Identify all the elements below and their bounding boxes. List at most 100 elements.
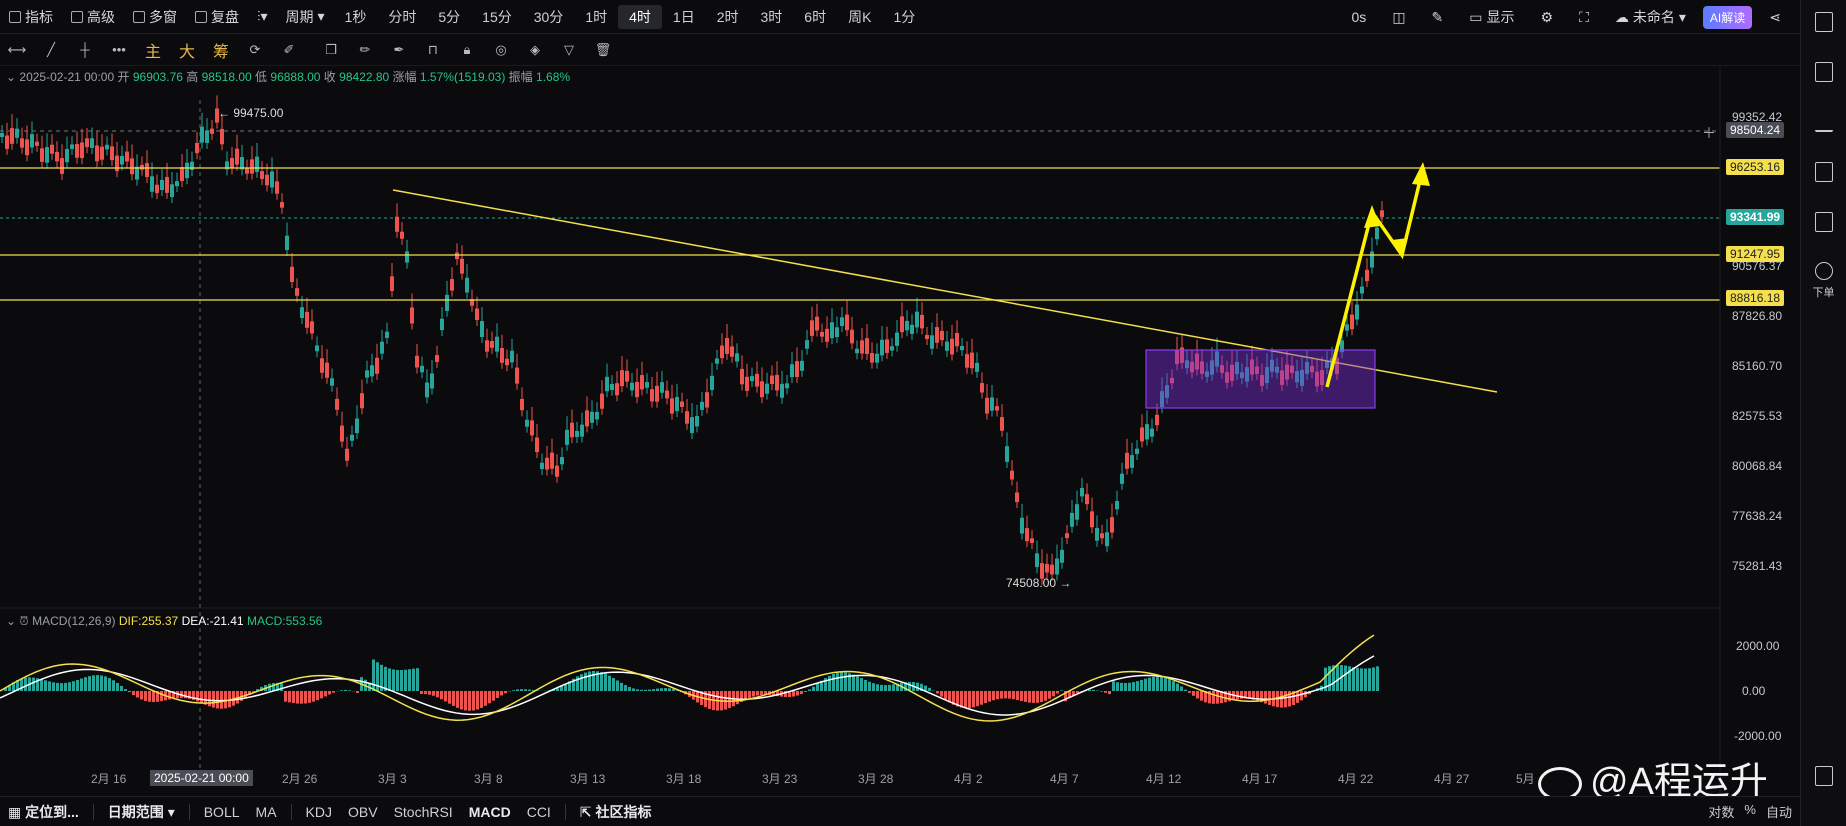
trash-tool-icon[interactable]: 🗑︎ (594, 41, 612, 57)
main-force-tool[interactable]: 主 (144, 43, 161, 61)
replay-button[interactable]: 复盘 (186, 0, 248, 34)
share-icon[interactable]: ⋖ (1769, 8, 1781, 25)
timeframe-3[interactable]: 15分 (482, 8, 512, 25)
candle-body (1190, 361, 1194, 373)
candle-body (1295, 371, 1299, 383)
order-button[interactable]: 下单 (1813, 262, 1835, 300)
add-alert-icon[interactable]: ＋ (1702, 125, 1716, 141)
macd-axis-label: 2000.00 (1736, 639, 1780, 653)
macd-bar (576, 676, 579, 691)
price-chart[interactable] (0, 66, 1800, 796)
timeframe-4[interactable]: 30分 (533, 8, 564, 25)
chart-type-button[interactable]: ⫶▾ (248, 0, 277, 34)
timeframe-10[interactable]: 6时 (804, 8, 827, 25)
pen-tool-icon[interactable]: ✒ (393, 41, 405, 57)
candle-body (500, 348, 504, 363)
macd-bar (1120, 682, 1123, 691)
visibility-tool-icon[interactable]: ◎ (495, 41, 507, 57)
locate-button[interactable]: ▦ 定位到... (8, 803, 79, 820)
candle-body (1135, 448, 1139, 454)
indicator-kdj[interactable]: KDJ (305, 803, 332, 820)
macd-bar (868, 681, 871, 691)
trendline-tool-icon[interactable]: ╱ (47, 41, 55, 57)
indicator-cci[interactable]: CCI (526, 803, 551, 820)
timeframe-9[interactable]: 3时 (760, 8, 783, 25)
date-range-dropdown[interactable]: 日期范围 ▾ (107, 803, 175, 820)
timeframe-5[interactable]: 1时 (585, 8, 608, 25)
indicator-boll[interactable]: BOLL (203, 803, 240, 820)
candle-body (730, 346, 734, 357)
indicator-stochrsi[interactable]: StochRSI (393, 803, 453, 820)
candle-body (95, 145, 99, 162)
timeframe-2[interactable]: 5分 (438, 8, 461, 25)
big-order-tool[interactable]: 大 (178, 43, 195, 61)
copy-tool-icon[interactable]: ❐ (325, 41, 337, 57)
chart-panel-icon[interactable] (1814, 162, 1833, 182)
more-tools-icon[interactable]: ••• (112, 42, 126, 57)
drawing-toolbar: ⟷ ╱ ┼ ••• 主 大 筹 ⟳ ✐ ❐ ✏ ✒ ⊓ 🔒︎ ◎ ◈ ▽ 🗑︎ (0, 34, 1800, 66)
display-button[interactable]: ▭ 显示 (1469, 8, 1515, 26)
macd-bar (1348, 666, 1351, 691)
candle-body (355, 418, 359, 434)
timeframe-12[interactable]: 1分 (893, 8, 916, 25)
ruler-tool-icon[interactable]: ✏ (359, 41, 371, 57)
macd-bar (204, 691, 207, 705)
grid-icon (133, 10, 145, 23)
dollar-icon[interactable] (1814, 62, 1833, 82)
macd-bar (68, 682, 71, 691)
ai-analysis-button[interactable]: AI解读 (1702, 5, 1753, 29)
collapse-icon[interactable]: ⌄ (6, 614, 17, 628)
timeframe-1[interactable]: 分时 (388, 8, 417, 25)
indicator-button[interactable]: 指标 (0, 0, 62, 34)
chip-tool[interactable]: 筹 (212, 43, 229, 61)
timeframe-11[interactable]: 周K (848, 8, 872, 25)
lock-tool-icon[interactable]: 🔒︎ (463, 41, 471, 57)
indicator-obv[interactable]: OBV (347, 803, 378, 820)
hline-tool-icon[interactable]: ┼ (80, 42, 90, 57)
candle-body (800, 360, 804, 371)
pencil-icon[interactable]: ✎ (1431, 8, 1444, 25)
horizontal-line-tool-icon[interactable]: ⟷ (7, 41, 27, 57)
community-indicator-button[interactable]: ⇱ 社区指标 (579, 803, 652, 820)
multi-window-button[interactable]: 多窗 (124, 0, 186, 34)
fullscreen-icon[interactable]: ⛶ (1579, 8, 1589, 25)
filter-tool-icon[interactable]: ▽ (564, 41, 574, 57)
candle-body (295, 288, 299, 296)
log-scale-toggle[interactable]: 对数 (1708, 805, 1735, 820)
macd-bar (596, 671, 599, 691)
macd-bar (48, 681, 51, 691)
timeframe-8[interactable]: 2时 (716, 8, 739, 25)
workspace-dropdown[interactable]: ☁ 未命名 ▾ (1614, 8, 1686, 26)
macd-bar (392, 669, 395, 691)
price-axis-label: 85160.70 (1732, 359, 1783, 373)
period-dropdown[interactable]: 周期 ▾ (285, 8, 325, 25)
layers-tool-icon[interactable]: ◈ (530, 41, 540, 57)
document-icon[interactable] (1814, 12, 1833, 32)
trend-icon[interactable] (1814, 112, 1833, 132)
collapse-icon[interactable]: ⌄ (6, 70, 17, 84)
candle-body (255, 156, 259, 172)
percent-scale-toggle[interactable]: % (1744, 802, 1756, 817)
camera-icon[interactable]: ◫ (1392, 8, 1406, 25)
indicator-ma[interactable]: MA (255, 803, 277, 820)
auto-scale-toggle[interactable]: 自动 (1765, 805, 1792, 820)
brush-tool-icon[interactable]: ✐ (283, 41, 295, 57)
current-price-tag: 93341.99 (1726, 209, 1785, 225)
timeframe-0[interactable]: 1秒 (344, 8, 367, 25)
macd-bar (1352, 667, 1355, 691)
candle-body (445, 294, 449, 311)
advanced-button[interactable]: 高级 (62, 0, 124, 34)
etf-icon[interactable] (1814, 212, 1833, 232)
macd-bar (1160, 676, 1163, 691)
macd-bar (108, 678, 111, 691)
candle-body (310, 321, 314, 334)
settings-icon[interactable]: ⚙ (1540, 8, 1554, 25)
indicator-macd[interactable]: MACD (468, 803, 511, 820)
candle-body (340, 425, 344, 442)
refresh-tool-icon[interactable]: ⟳ (249, 41, 261, 57)
timeframe-7[interactable]: 1日 (672, 8, 695, 25)
timeframe-6[interactable]: 4时 (618, 4, 662, 29)
calendar-grid-icon[interactable] (1814, 766, 1833, 786)
magnet-tool-icon[interactable]: ⊓ (427, 41, 439, 57)
macd-bar (656, 688, 659, 691)
